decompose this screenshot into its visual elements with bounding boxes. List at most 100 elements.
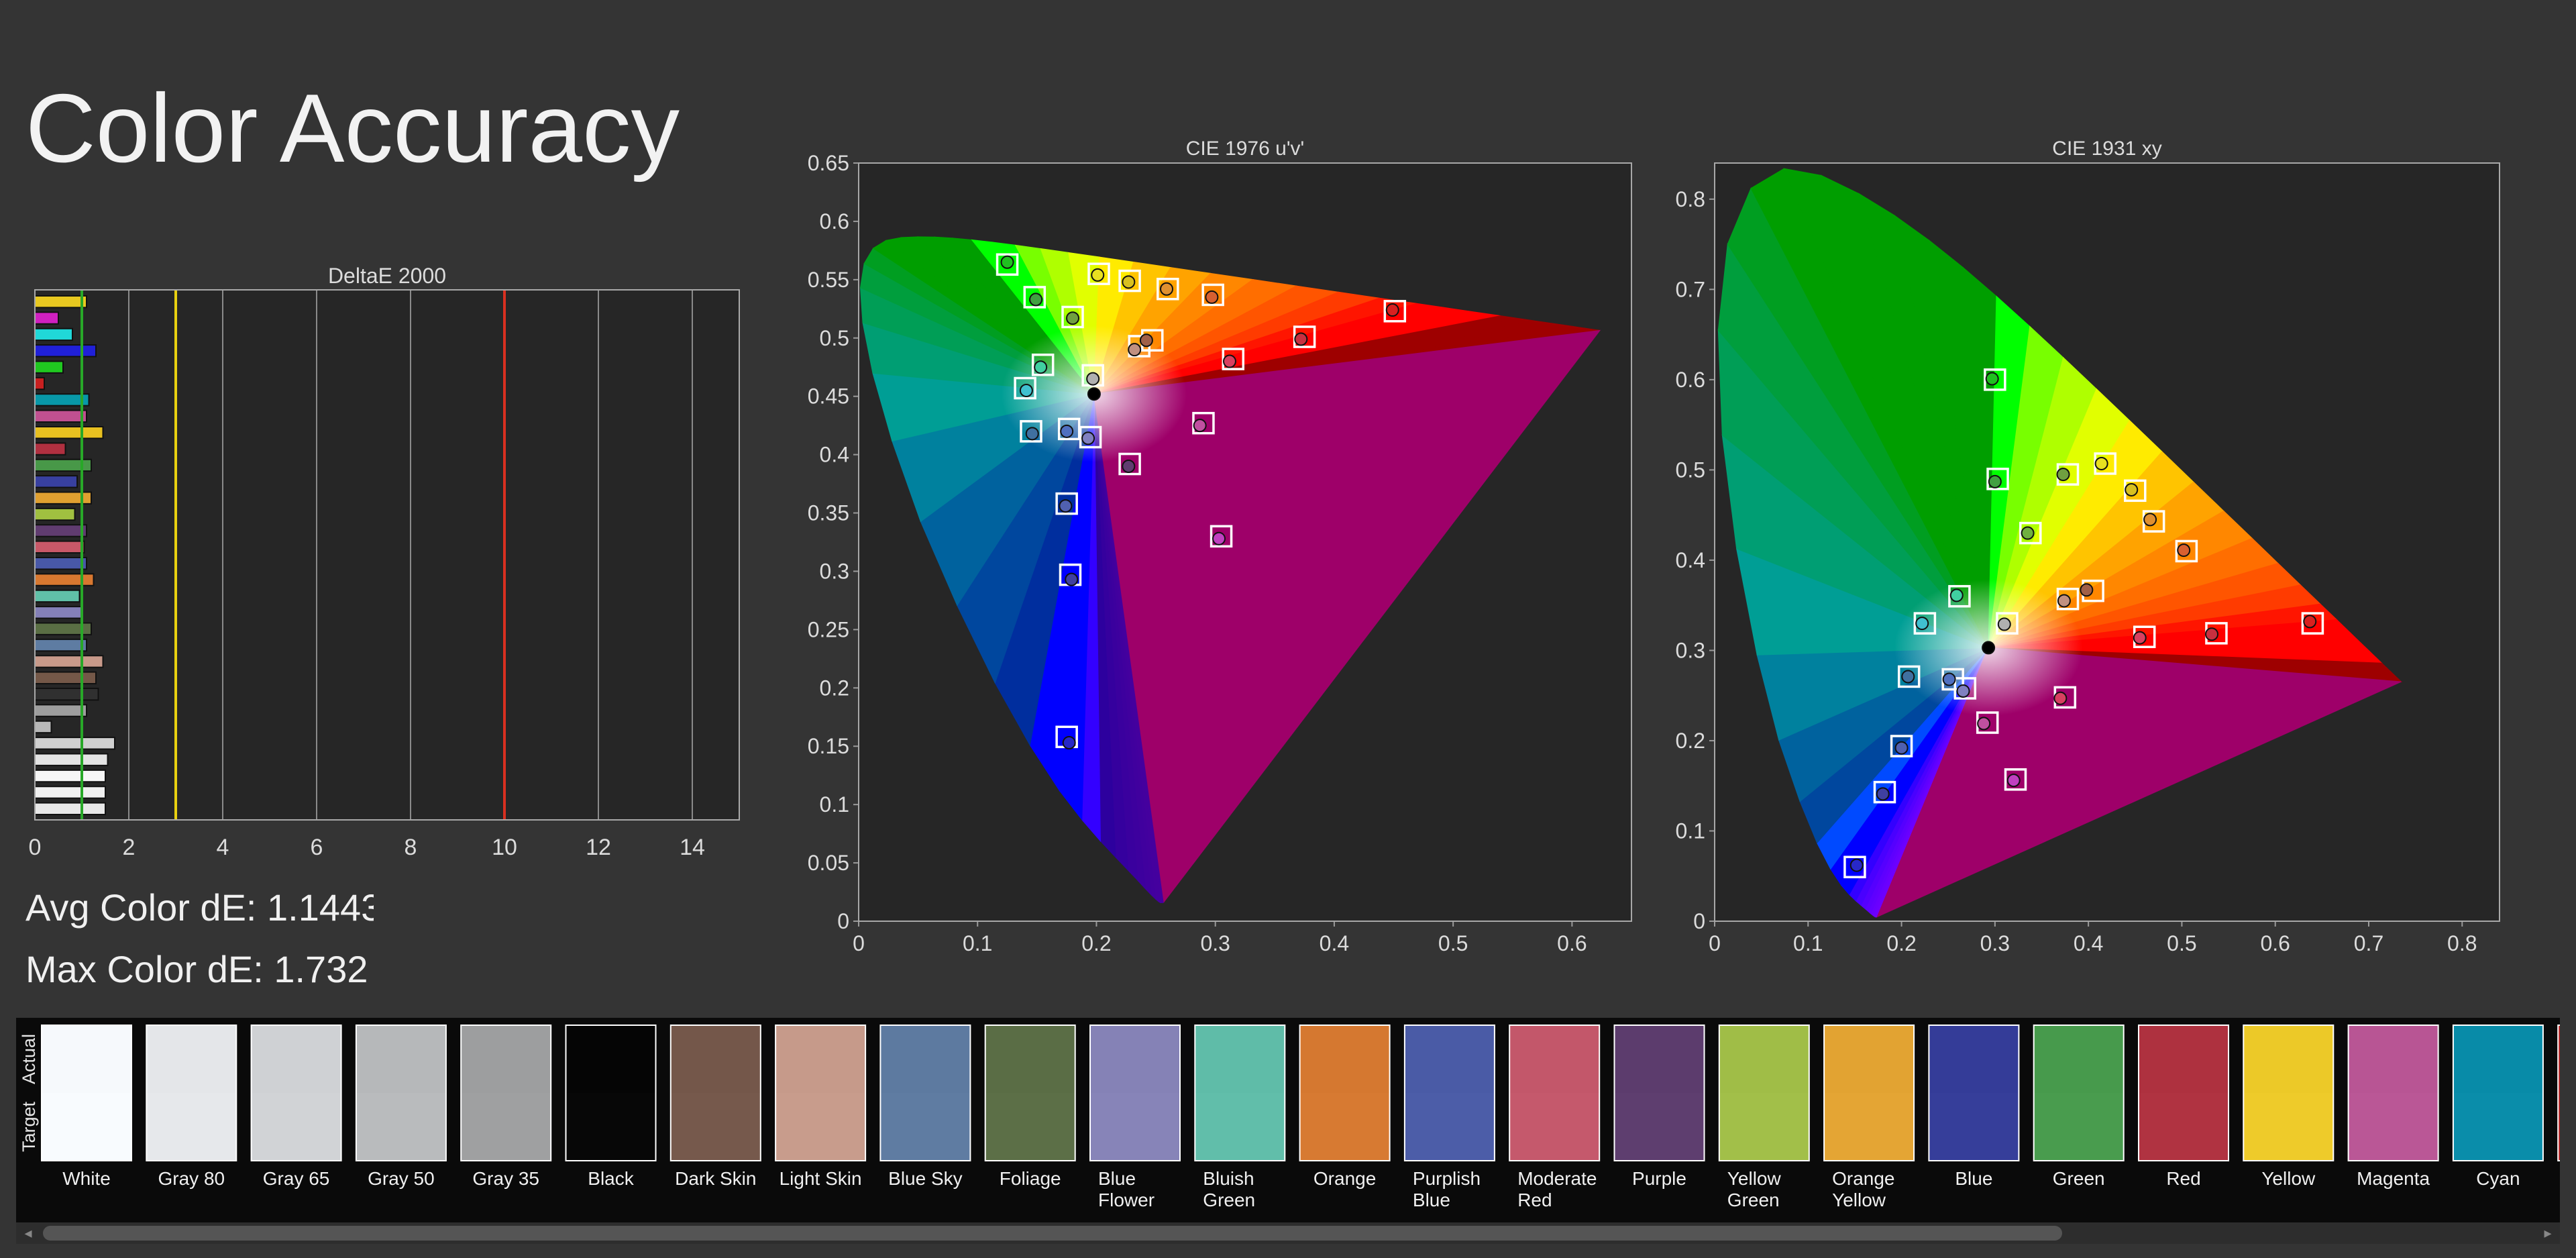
swatch-label: Green (1727, 1190, 1780, 1210)
swatch-frame (355, 1025, 447, 1161)
swatch-actual (1195, 1025, 1285, 1093)
uv-actual-point (1059, 499, 1073, 513)
uv-actual-point (1019, 384, 1033, 397)
xy-xtick-label: 0 (1709, 931, 1721, 955)
xy-target-marker (2004, 768, 2027, 791)
xy-actual-point (1988, 474, 2002, 488)
uv-target-marker (1055, 492, 1078, 515)
deltae-xtick-label: 4 (217, 835, 229, 860)
swatch-label: Gray 50 (368, 1168, 435, 1189)
swatch-actual (775, 1025, 866, 1093)
swatch-target (1929, 1093, 2019, 1161)
uv-actual-point (1222, 354, 1236, 368)
xy-target-marker (1996, 612, 2019, 635)
uv-target-marker (1222, 348, 1245, 370)
xy-ytick-label: 0.8 (1676, 187, 1705, 211)
swatch-target (985, 1093, 1075, 1161)
uv-ytick-label: 0.25 (808, 617, 849, 641)
xy-actual-point (2021, 526, 2035, 540)
swatch-label: Purplish (1413, 1168, 1481, 1189)
uv-title: CIE 1976 u'v' (1186, 138, 1305, 160)
xy-actual-point (1985, 372, 1999, 386)
scroll-right-icon[interactable]: ▸ (2544, 1224, 2552, 1241)
uv-target-marker (1023, 286, 1046, 309)
swatch-label: Gray 35 (472, 1168, 539, 1189)
max-color-de: Max Color dE: 1.732 (25, 948, 368, 990)
swatch-frame (2138, 1025, 2229, 1161)
deltae-bar (34, 769, 106, 783)
xy-target-marker (2301, 612, 2324, 635)
uv-actual-point (1128, 343, 1142, 357)
uv-actual-point (1122, 460, 1136, 473)
swatch-actual (1509, 1025, 1600, 1093)
uv-xtick-label: 0.3 (1200, 931, 1230, 955)
xy-actual-point (2205, 627, 2218, 641)
uv-ytick-label: 0.2 (820, 676, 849, 700)
swatch-actual (42, 1025, 131, 1093)
xy-ytick-label: 0.6 (1676, 368, 1705, 392)
uv-actual-point (1087, 387, 1101, 401)
swatch-frame (1509, 1025, 1601, 1161)
uv-target-marker (1118, 452, 1141, 476)
swatch-actual (2139, 1025, 2229, 1093)
swatch-actual (1090, 1025, 1180, 1093)
swatch-actual (1929, 1025, 2019, 1093)
deltae-bar (34, 573, 95, 586)
uv-ytick-label: 0.6 (820, 209, 849, 233)
deltae-bar (34, 426, 104, 439)
xy-actual-point (1849, 858, 1864, 872)
xy-actual-point (2057, 594, 2071, 608)
uv-target-marker (1293, 325, 1316, 348)
swatch-target (1404, 1093, 1495, 1161)
xy-ytick-label: 0.1 (1676, 819, 1705, 843)
uv-xtick-label: 0.5 (1438, 931, 1468, 955)
xy-actual-point (2177, 543, 2191, 558)
xy-target-marker (1953, 677, 1977, 700)
uv-actual-point (1205, 290, 1219, 304)
uv-ytick-label: 0.1 (820, 792, 849, 817)
uv-actual-point (1081, 431, 1095, 445)
swatch-actual (1824, 1025, 1915, 1093)
xy-ytick-label: 0.4 (1676, 548, 1705, 572)
swatch-frame (2452, 1025, 2544, 1161)
uv-target-marker (996, 253, 1019, 276)
swatch-frame (2243, 1025, 2334, 1161)
scroll-left-icon[interactable]: ◂ (24, 1224, 32, 1241)
swatch-actual (985, 1025, 1075, 1093)
deltae-bar (34, 507, 76, 521)
swatch-label: Red (2166, 1168, 2200, 1189)
xy-target-marker (1984, 368, 2006, 391)
swatch-label: White (62, 1168, 111, 1189)
swatch-actual (2348, 1025, 2438, 1093)
swatch-actual (2558, 1025, 2560, 1093)
swatch-target (1090, 1093, 1180, 1161)
uv-xtick-label: 0.4 (1320, 931, 1349, 955)
deltae-bar (34, 786, 106, 799)
deltae-bar (34, 802, 106, 815)
uv-target-marker (1079, 425, 1102, 449)
xy-target-marker (1913, 612, 1937, 635)
swatch-actual (2243, 1025, 2334, 1093)
swatch-label: Red (1517, 1190, 1552, 1210)
scroll-thumb[interactable] (43, 1226, 2062, 1241)
deltae-bar (34, 655, 104, 668)
xy-actual-point (2133, 631, 2147, 645)
xy-actual-point (2143, 513, 2157, 527)
uv-actual-point (1294, 332, 1308, 346)
uv-target-marker (1118, 269, 1141, 293)
xy-actual-point (2125, 482, 2139, 496)
deltae-bar (34, 524, 87, 537)
uv-ytick-label: 0.4 (820, 443, 849, 467)
horizontal-scrollbar[interactable]: ◂ ▸ (16, 1222, 2560, 1244)
swatch-frame (250, 1025, 342, 1161)
xy-actual-point (2056, 468, 2070, 482)
swatch-target (42, 1093, 131, 1161)
swatch-target (1719, 1093, 1809, 1161)
actual-axis-label: Actual (19, 1034, 39, 1084)
deltae-bar (34, 720, 52, 734)
swatch-actual (2033, 1025, 2124, 1093)
xy-ytick-label: 0.5 (1676, 458, 1705, 482)
swatch-actual (880, 1025, 971, 1093)
uv-ytick-label: 0.45 (808, 384, 849, 409)
swatch-target (2558, 1093, 2560, 1161)
